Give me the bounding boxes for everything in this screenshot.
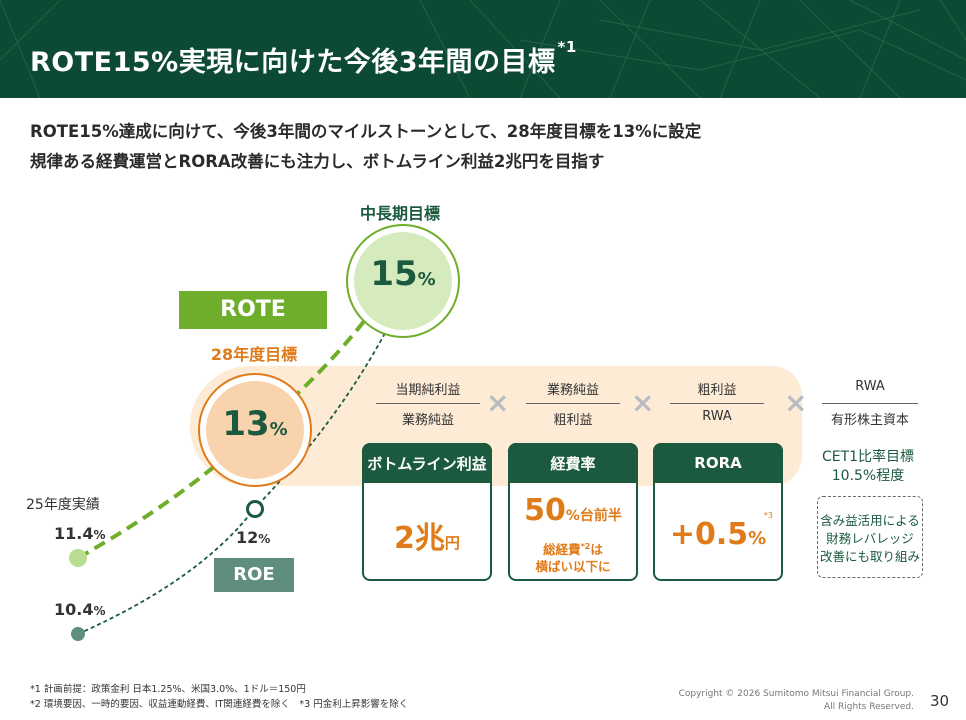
fraction-2-numerator: 業務純益 — [546, 383, 599, 398]
expense-ratio-value: 50%台前半 — [524, 493, 622, 528]
fraction-3-line — [670, 403, 764, 404]
rote-actual-marker — [69, 549, 87, 567]
fraction-1-line — [376, 403, 480, 404]
rora-header: RORA — [653, 443, 783, 483]
subtitle-line-1: ROTE15%達成に向けて、今後3年間のマイルストーンとして、28年度目標を13… — [30, 122, 702, 141]
cet1-line-1: CET1比率目標 — [821, 449, 915, 465]
leverage-note-line-3: 改善にも取り組み — [819, 549, 920, 564]
fraction-4-denominator: 有形株主資本 — [830, 413, 909, 428]
header-bar — [0, 0, 966, 98]
target-15-value: 15% — [370, 254, 436, 294]
roe-actual-marker — [71, 627, 85, 641]
fraction-3-denominator: RWA — [702, 409, 732, 424]
rora-value: +0.5% — [669, 517, 767, 552]
subtitle-line-2: 規律ある経費運営とRORA改善にも注力し、ボトムライン利益2兆円を目指す — [30, 152, 605, 171]
fy28-target-label: 28年度目標 — [210, 345, 298, 364]
bottom-line-profit-value: 2兆円 — [394, 521, 460, 556]
leverage-note-line-1: 含み益活用による — [820, 513, 920, 528]
cet1-line-2: 10.5%程度 — [831, 468, 905, 484]
rote-label: ROTE — [179, 291, 327, 329]
fraction-1-denominator: 業務純益 — [401, 413, 454, 428]
rora-card: RORA *3 +0.5% — [653, 443, 783, 581]
roe-target-marker — [246, 500, 264, 518]
footnote-1: *1 計画前提：政策金利 日本1.25%、米国3.0%、1ドル＝150円 — [30, 684, 306, 695]
leverage-note-line-2: 財務レバレッジ — [826, 531, 914, 546]
page-title: ROTE15%実現に向けた今後3年間の目標 *1 — [30, 38, 577, 78]
roe-actual-value: 10.4% — [54, 600, 106, 619]
bottom-line-profit-header: ボトムライン利益 — [362, 443, 492, 483]
leverage-note-box: 含み益活用による 財務レバレッジ 改善にも取り組み — [817, 496, 923, 578]
footnote-2: *2 環境要因、一時的要因、収益連動経費、IT関連経費を除く *3 円金利上昇影… — [30, 699, 409, 710]
fraction-1-numerator: 当期純利益 — [395, 383, 461, 398]
expense-ratio-card: 経費率 50%台前半 総経費*2は 横ばい以下に — [508, 443, 638, 581]
target-13-circle — [206, 381, 304, 479]
expense-note-line-2: 横ばい以下に — [535, 559, 611, 574]
mid-long-label: 中長期目標 — [359, 204, 440, 223]
fraction-2-line — [526, 403, 620, 404]
copyright: Copyright © 2026 Sumitomo Mitsui Financi… — [678, 689, 914, 712]
target-13-value: 13% — [222, 404, 288, 444]
fy25-actual-label: 25年度実績 — [26, 497, 100, 513]
header-pattern — [0, 0, 966, 98]
expense-ratio-header: 経費率 — [508, 443, 638, 483]
target-15-circle — [354, 232, 452, 330]
page-number: 30 — [930, 692, 950, 710]
rote-actual-value: 11.4% — [54, 524, 106, 543]
fraction-4-line — [822, 403, 918, 404]
expense-note-line-1: 総経費*2は — [543, 541, 603, 557]
times-2: × — [631, 386, 655, 419]
rora-footnote-mark: *3 — [763, 511, 773, 520]
fraction-3-numerator: 粗利益 — [697, 383, 737, 398]
roe-target-value: 12% — [236, 528, 271, 547]
times-1: × — [486, 386, 510, 419]
bottom-line-profit-card: ボトムライン利益 2兆円 — [362, 443, 492, 581]
roe-label: ROE — [214, 558, 294, 592]
fraction-2-denominator: 粗利益 — [553, 413, 593, 428]
times-3: × — [784, 386, 808, 419]
fraction-4-numerator: RWA — [855, 379, 885, 394]
rote-trend-line — [77, 298, 382, 560]
